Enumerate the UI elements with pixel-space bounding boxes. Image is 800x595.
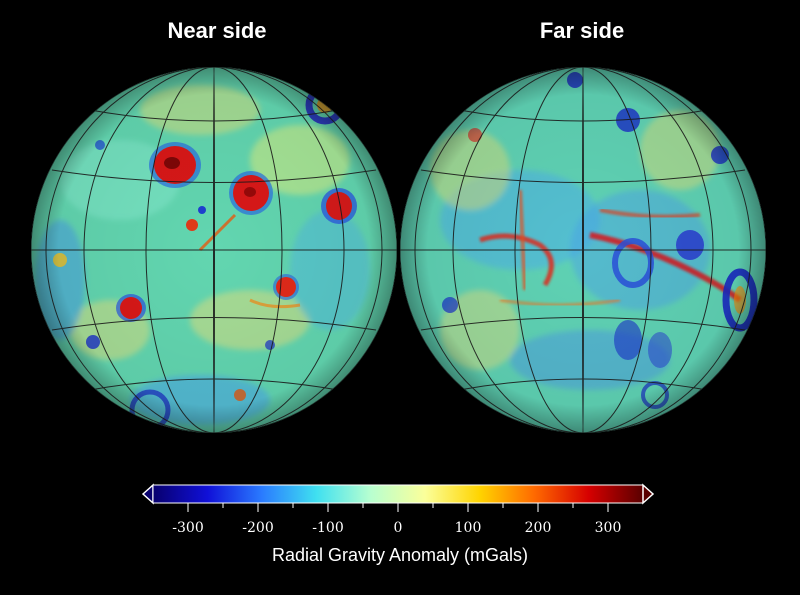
colorbar-tick-label: 0 xyxy=(393,520,403,536)
colorbar xyxy=(141,483,655,512)
colorbar-tick-label: 100 xyxy=(454,520,482,536)
far-graticule xyxy=(400,67,766,433)
colorbar-max-arrow xyxy=(642,483,655,505)
colorbar-tick-label: -200 xyxy=(242,520,274,536)
colorbar-label: Radial Gravity Anomaly (mGals) xyxy=(271,545,529,565)
colorbar-gradient xyxy=(152,484,644,504)
far-side-title: Far side xyxy=(539,18,625,43)
near-graticule xyxy=(31,67,397,433)
near-side-globe xyxy=(31,67,397,433)
colorbar-min-arrow xyxy=(141,483,154,505)
far-side-globe xyxy=(400,67,766,433)
colorbar-tick-label: -300 xyxy=(172,520,204,536)
near-side-title: Near side xyxy=(167,18,267,43)
colorbar-tick-label: -100 xyxy=(312,520,344,536)
colorbar-tick-label: 200 xyxy=(524,520,552,536)
colorbar-tick-label: 300 xyxy=(594,520,622,536)
gravity-map-globes xyxy=(31,67,766,433)
